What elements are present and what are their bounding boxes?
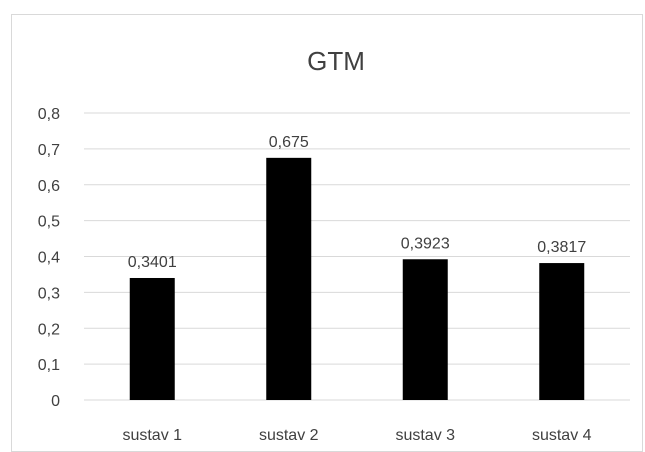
data-label-1: 0,3401 [128, 254, 177, 271]
data-label-4: 0,3817 [537, 239, 586, 256]
category-label-1: sustav 1 [122, 427, 182, 444]
category-label-3: sustav 3 [395, 427, 455, 444]
gridlines [84, 112, 630, 401]
category-label-2: sustav 2 [259, 427, 319, 444]
bar-3 [402, 259, 448, 400]
bar-4 [539, 263, 585, 400]
y-tick-label: 0,8 [38, 106, 60, 123]
chart-title: GTM [307, 46, 365, 76]
y-tick-label: 0,2 [38, 321, 60, 338]
y-tick-label: 0,5 [38, 214, 60, 231]
data-label-3: 0,3923 [401, 235, 450, 252]
y-tick-label: 0,6 [38, 178, 60, 195]
bar-1 [129, 277, 175, 400]
data-labels: 0,3401 0,675 0,3923 0,3817 [128, 134, 587, 271]
chart-frame [11, 14, 643, 452]
y-tick-label: 0,1 [38, 357, 60, 374]
x-axis-category-labels: sustav 1 sustav 2 sustav 3 sustav 4 [122, 427, 591, 444]
y-axis-tick-labels: 0 0,1 0,2 0,3 0,4 0,5 0,6 0,7 0,8 [38, 106, 60, 410]
bars [129, 157, 585, 400]
category-label-4: sustav 4 [532, 427, 592, 444]
y-tick-label: 0,4 [38, 250, 60, 267]
y-tick-label: 0,3 [38, 285, 60, 302]
y-tick-label: 0,7 [38, 142, 60, 159]
y-tick-label: 0 [51, 393, 60, 410]
bar-2 [266, 157, 312, 400]
data-label-2: 0,675 [269, 134, 309, 151]
